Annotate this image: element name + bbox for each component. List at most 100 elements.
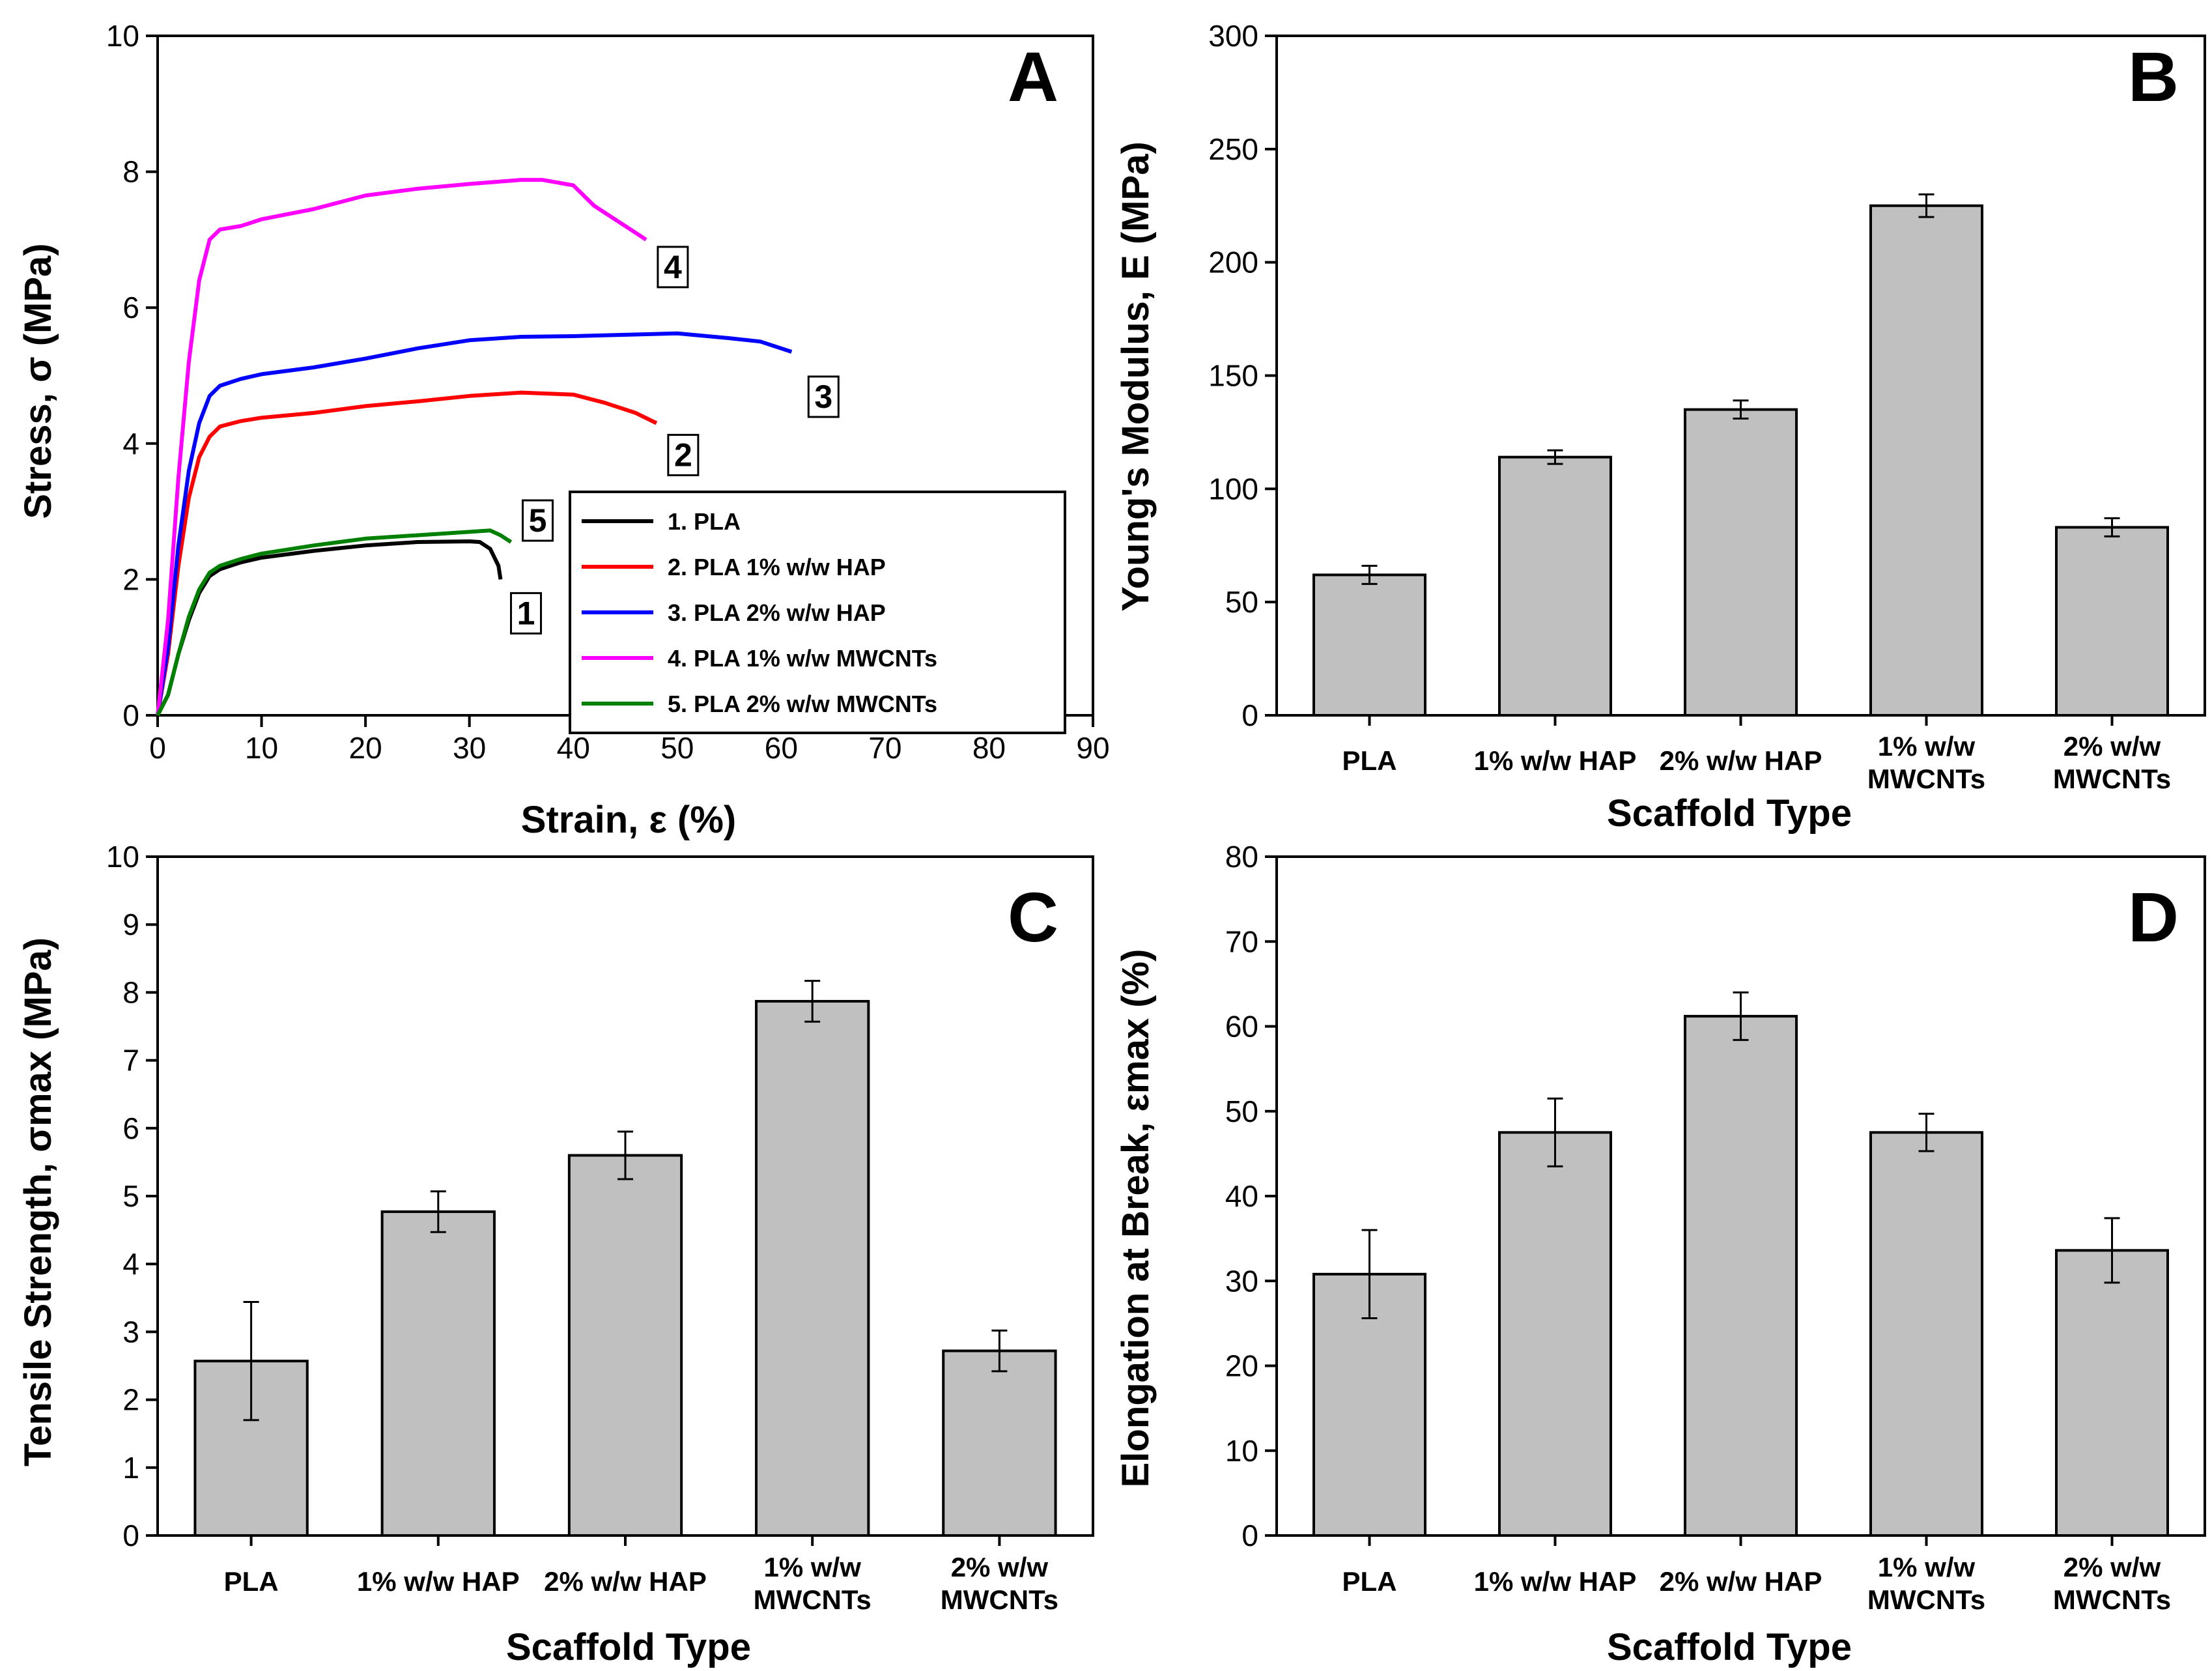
panel-b-ytick-label: 200 [1208, 246, 1258, 279]
panel-c-category-label: 1% w/w [764, 1552, 862, 1582]
panel-d-category-label: MWCNTs [2053, 1584, 2171, 1615]
panel-b-category-label: 1% w/w HAP [1474, 745, 1637, 776]
panel-d-category-label: MWCNTs [1867, 1584, 1985, 1615]
panel-c-category-label: 2% w/w HAP [544, 1566, 707, 1597]
panel-b-ytick-label: 100 [1208, 472, 1258, 506]
panel-b-bar [1869, 204, 1983, 717]
legend-entry-3: 3. PLA 2% w/w HAP [668, 599, 886, 626]
panel-d-bar [1498, 1131, 1612, 1537]
panel-c-category-label: 1% w/w HAP [357, 1566, 520, 1597]
panel-d-ytick-label: 30 [1225, 1264, 1258, 1298]
series-line-2 [156, 390, 658, 716]
panel-a-ytick-label: 4 [122, 427, 139, 461]
panel-a-series [156, 178, 793, 717]
panel-d-ytick-label: 60 [1225, 1010, 1258, 1044]
panel-c-ytick-label: 3 [122, 1315, 139, 1349]
curve-tag-2: 2 [674, 437, 692, 474]
panel-a-xtick-label: 50 [660, 731, 694, 765]
series-line-1 [156, 539, 503, 717]
panel-b-bar [1312, 573, 1426, 717]
panel-b-bar [1498, 455, 1612, 717]
panel-c-ytick-label: 5 [122, 1179, 139, 1213]
curve-tag-3: 3 [814, 378, 832, 415]
panel-a-xtick-label: 80 [972, 731, 1006, 765]
panel-d-ytick-label: 80 [1225, 840, 1258, 874]
panel-b-category-label: 1% w/w [1878, 731, 1976, 762]
panel-a-ytick-label: 0 [122, 698, 139, 732]
panel-b-bar [1684, 408, 1798, 717]
panel-b-ytick-label: 250 [1208, 132, 1258, 166]
panel-a-ytick-label: 2 [122, 562, 139, 596]
panel-a-xlabel: Strain, ε (%) [521, 799, 736, 841]
panel-a-xtick-label: 40 [557, 731, 590, 765]
panel-b-bar [2055, 526, 2169, 717]
panel-c-ytick-label: 7 [122, 1044, 139, 1078]
legend-entry-1: 1. PLA [668, 508, 741, 535]
panel-b-label: B [2128, 37, 2179, 116]
panel-b-content: 0 50 100 150 200 250 300 PLA 1% w/w HAP 2% w/w HA… [1208, 19, 2206, 794]
panel-c-ytick-label: 6 [122, 1111, 139, 1145]
panel-a-xtick-label: 60 [765, 731, 798, 765]
panel-c-category-label: 2% w/w [951, 1552, 1049, 1582]
panel-b-youngs-modulus: B 0 50 100 150 200 250 300 PLA 1% w/w HAP 2% w/w … [1114, 19, 2206, 835]
panel-d-ytick-label: 0 [1241, 1519, 1258, 1552]
panel-d-ytick-label: 50 [1225, 1094, 1258, 1128]
panel-a-xtick-label: 30 [453, 731, 486, 765]
curve-tag-box-4 [657, 246, 689, 289]
panel-c-bar [567, 1154, 683, 1537]
panel-c-bar [380, 1210, 496, 1537]
panel-d-bar [1684, 1014, 1798, 1537]
panel-d-content: 0 10 20 30 40 50 60 70 80 PLA 1% w/w HAP 2% w/w HAP… [1225, 840, 2206, 1615]
panel-c-category-label: MWCNTs [941, 1584, 1058, 1615]
curve-tag-box-5 [521, 499, 554, 542]
panel-d-category-label: 1% w/w [1878, 1552, 1976, 1582]
panel-b-category-label: MWCNTs [1867, 764, 1985, 794]
panel-d-category-label: 2% w/w [2063, 1552, 2161, 1582]
panel-c-label: C [1008, 878, 1058, 956]
panel-c-ytick-label: 9 [122, 907, 139, 941]
panel-c-ytick-label: 8 [122, 975, 139, 1009]
panel-c-xlabel: Scaffold Type [506, 1626, 751, 1668]
panel-c-category-label: PLA [224, 1566, 279, 1597]
panel-d-ytick-label: 70 [1225, 924, 1258, 958]
panel-d-category-label: 2% w/w HAP [1660, 1566, 1822, 1597]
panel-a-ytick-label: 8 [122, 155, 139, 189]
panel-b-xlabel: Scaffold Type [1607, 792, 1852, 835]
curve-tag-5: 5 [529, 502, 547, 539]
panel-a-ytick-label: 10 [106, 19, 139, 53]
panel-a-xtick-label: 20 [349, 731, 382, 765]
panel-c-ytick-label: 4 [122, 1247, 139, 1281]
legend-entry-5: 5. PLA 2% w/w MWCNTs [668, 691, 937, 717]
panel-d-category-label: 1% w/w HAP [1474, 1566, 1637, 1597]
panel-a-xtick-label: 10 [245, 731, 278, 765]
curve-tag-4: 4 [664, 249, 682, 285]
series-line-3 [156, 331, 793, 716]
panel-b-ytick-label: 0 [1241, 698, 1258, 732]
panel-d-bar [1869, 1131, 1983, 1537]
panel-b-category-label: 2% w/w [2063, 731, 2161, 762]
panel-b-ytick-label: 150 [1208, 359, 1258, 393]
panel-c-ytick-label: 0 [122, 1519, 139, 1552]
panel-a-ticks: 0 2 4 6 8 10 0 10 20 30 40 50 60 70 80 90 [106, 19, 1110, 765]
panel-b-category-label: MWCNTs [2053, 764, 2171, 794]
panel-c-content: 0 1 2 3 4 5 6 7 8 9 10 PLA 1% w/w HAP 2% w/w HAP 1% w/… [106, 840, 1094, 1615]
panel-a-xtick-label: 90 [1076, 731, 1109, 765]
panel-d-xlabel: Scaffold Type [1607, 1626, 1852, 1668]
panel-a-legend: 1. PLA 2. PLA 1% w/w HAP 3. PLA 2% w/w HAP… [569, 491, 1066, 734]
panel-c-ytick-label: 1 [122, 1451, 139, 1485]
panel-c-ylabel: Tensile Strength, σmax (MPa) [17, 937, 59, 1466]
panel-b-ylabel: Young's Modulus, E (MPa) [1114, 141, 1157, 612]
panel-c-ytick-label: 2 [122, 1383, 139, 1417]
panel-d-ytick-label: 20 [1225, 1349, 1258, 1383]
legend-entry-4: 4. PLA 1% w/w MWCNTs [668, 645, 937, 672]
panel-c-bar [942, 1349, 1057, 1537]
curve-tag-box-1 [510, 592, 543, 635]
series-line-5 [156, 528, 513, 717]
panel-c-tensile-strength: C 0 1 2 3 4 5 6 7 8 9 10 PLA 1% w/w HAP 2% w/w HAP 1% … [17, 840, 1094, 1668]
panel-d-category-label: PLA [1342, 1566, 1397, 1597]
panel-a-xtick-label: 70 [868, 731, 901, 765]
panel-a-ylabel: Stress, σ (MPa) [17, 243, 59, 519]
panel-a-xtick-label: 0 [149, 731, 166, 765]
panel-b-ytick-label: 300 [1208, 19, 1258, 53]
panel-d-ytick-label: 40 [1225, 1179, 1258, 1213]
